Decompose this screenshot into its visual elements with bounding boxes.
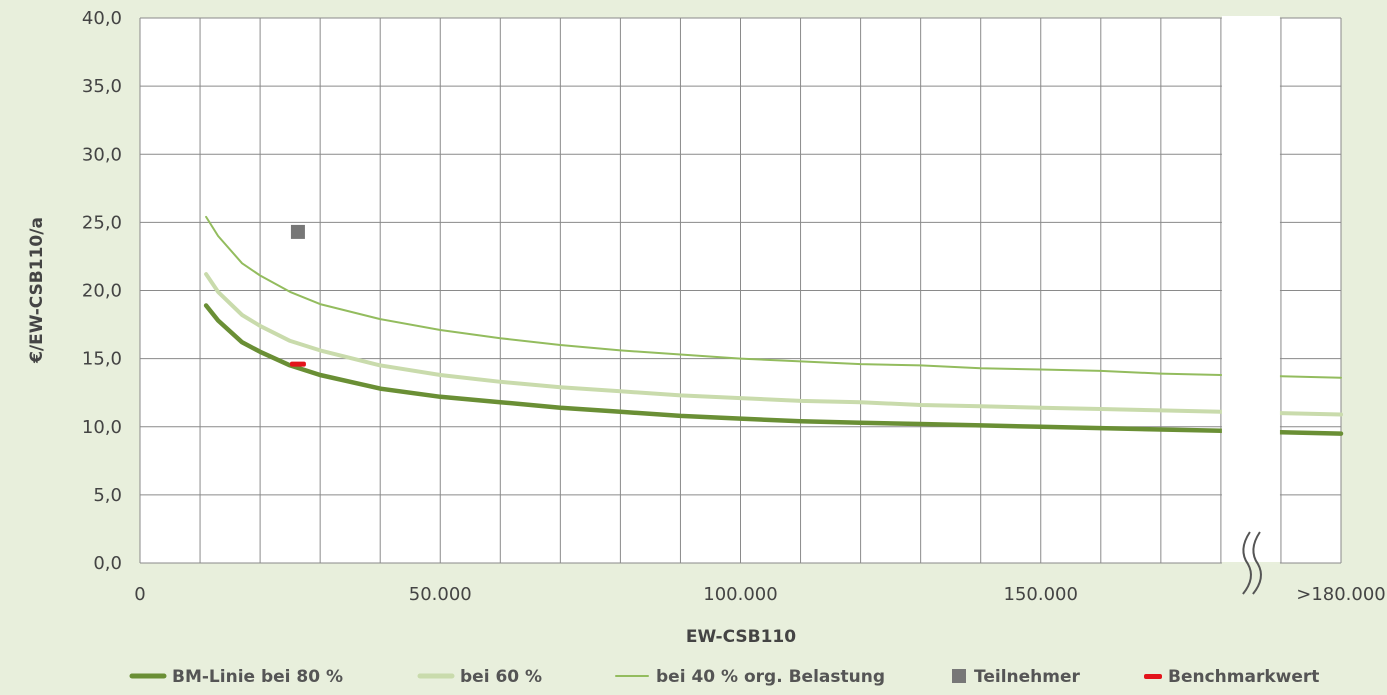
series-line-2	[205, 215, 1342, 379]
legend-label-2: bei 40 % org. Belastung	[656, 667, 885, 687]
legend-label-0: BM-Linie bei 80 %	[172, 667, 343, 687]
y-tick-label: 10,0	[82, 417, 122, 438]
series-line-1	[204, 272, 1343, 417]
x-tick-label: 0	[134, 584, 145, 605]
x-tick-label: 50.000	[409, 584, 472, 605]
axis-break-axis-gap	[1221, 562, 1280, 565]
legend-label-3: Teilnehmer	[974, 667, 1081, 687]
marker-teilnehmer	[290, 224, 305, 239]
y-tick-label: 15,0	[82, 349, 122, 370]
axis-break-gap	[1221, 16, 1280, 562]
y-tick-label: 25,0	[82, 212, 122, 233]
y-axis-title: €/EW-CSB110/a	[27, 217, 47, 364]
grid	[139, 17, 1342, 564]
legend-label-1: bei 60 %	[460, 667, 542, 687]
y-tick-label: 5,0	[93, 485, 122, 506]
legend-swatch-4	[1144, 674, 1162, 679]
legend-label-4: Benchmarkwert	[1168, 667, 1319, 687]
axis-break-mark	[1252, 531, 1262, 595]
y-tick-label: 35,0	[82, 76, 122, 97]
axis-break	[1221, 16, 1280, 595]
series-line-0	[203, 303, 1344, 436]
y-tick-label: 30,0	[82, 144, 122, 165]
x-tick-label: 100.000	[703, 584, 777, 605]
legend-swatch-3	[952, 669, 966, 683]
y-tick-label: 0,0	[93, 553, 122, 574]
x-axis-title: EW-CSB110	[686, 627, 796, 647]
legend: BM-Linie bei 80 % bei 60 % bei 40 % org. B…	[129, 667, 1319, 687]
marker-benchmarkwert	[289, 361, 306, 367]
axis-break-mark	[1242, 531, 1252, 595]
x-tick-label: 150.000	[1004, 584, 1078, 605]
tick-labels: 0,0 5,0 10,0 15,0 20,0 25,0 30,0 35,0 40,0 0 50.00…	[82, 8, 1386, 605]
x-tick-label: >180.000	[1296, 584, 1386, 605]
series-lines	[203, 215, 1344, 436]
y-tick-label: 40,0	[82, 8, 122, 29]
y-tick-label: 20,0	[82, 281, 122, 302]
markers	[289, 224, 306, 367]
